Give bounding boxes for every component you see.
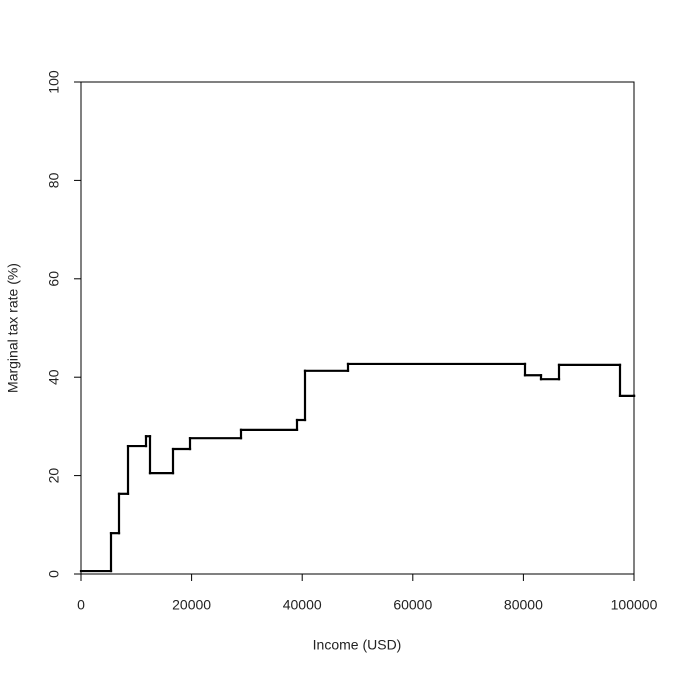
x-tick-label: 0 [77, 597, 85, 613]
x-tick-label: 100000 [611, 597, 658, 613]
y-tick-label: 80 [46, 172, 62, 188]
y-axis-label: Marginal tax rate (%) [5, 263, 21, 393]
y-tick-label: 20 [46, 468, 62, 484]
x-tick-label: 80000 [504, 597, 543, 613]
y-tick-label: 60 [46, 271, 62, 287]
x-axis-label: Income (USD) [313, 637, 402, 653]
y-tick-label: 100 [46, 70, 62, 94]
x-tick-label: 20000 [172, 597, 211, 613]
y-tick-label: 0 [46, 570, 62, 578]
plot-frame [80, 81, 635, 575]
x-tick-label: 40000 [283, 597, 322, 613]
x-tick-label: 60000 [393, 597, 432, 613]
y-tick-label: 40 [46, 369, 62, 385]
